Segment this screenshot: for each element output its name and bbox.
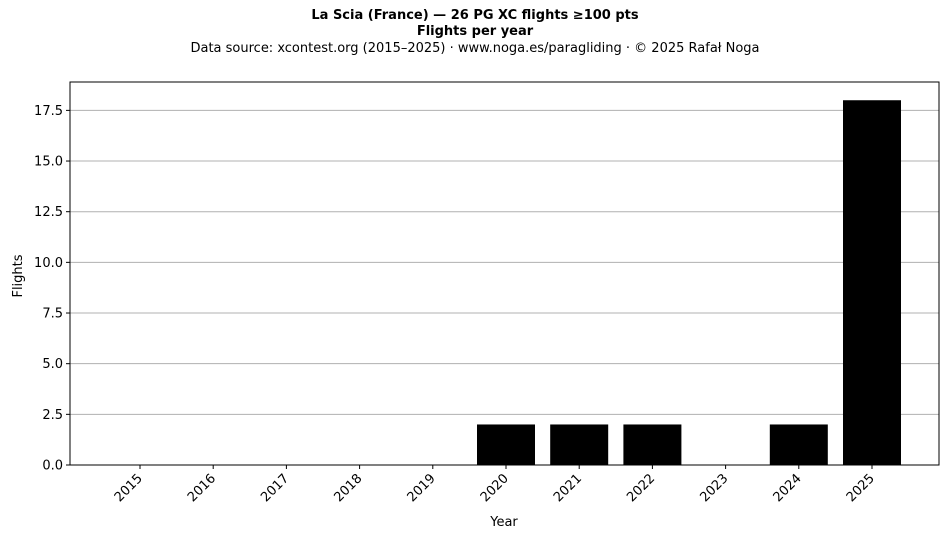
x-tick-label: 2023 [697,471,731,505]
chart-title: La Scia (France) — 26 PG XC flights ≥100… [311,8,639,23]
y-tick-label: 2.5 [42,408,63,423]
y-tick-label: 15.0 [34,155,63,170]
x-tick-label: 2017 [258,471,292,505]
x-tick-label: 2018 [331,471,365,505]
source-note: Data source: xcontest.org (2015–2025) · … [190,41,760,56]
bar [550,424,609,465]
chart-subtitle: Flights per year [416,24,534,39]
x-tick-label: 2021 [551,471,585,505]
x-axis: 2015 2016 2017 2018 2019 2020 2021 2022 2023 2024… [112,465,878,505]
y-tick-label: 17.5 [34,104,63,119]
x-tick-label: 2024 [771,471,805,505]
x-tick-label: 2025 [844,471,878,505]
title-block: La Scia (France) — 26 PG XC flights ≥100… [0,8,950,57]
bar [623,424,682,465]
gridlines [70,109,939,466]
bar [477,424,535,465]
y-tick-label: 0.0 [42,459,63,474]
x-tick-label: 2019 [405,471,439,505]
y-tick-label: 5.0 [42,357,63,372]
plot-frame [69,81,940,466]
x-tick-label: 2016 [185,471,219,505]
x-tick-label: 2015 [112,471,146,505]
y-tick-label: 7.5 [42,307,63,322]
y-axis: 0.0 2.5 5.0 7.5 10.0 12.5 15.0 17.5 [34,104,70,474]
bars [477,100,901,465]
x-tick-label: 2022 [624,471,658,505]
bar [843,100,901,465]
y-axis-label: Flights [11,254,26,297]
x-tick-label: 2020 [478,471,512,505]
bar [769,424,828,465]
y-tick-label: 12.5 [34,205,63,220]
x-axis-label: Year [489,515,518,530]
y-tick-label: 10.0 [34,256,63,271]
